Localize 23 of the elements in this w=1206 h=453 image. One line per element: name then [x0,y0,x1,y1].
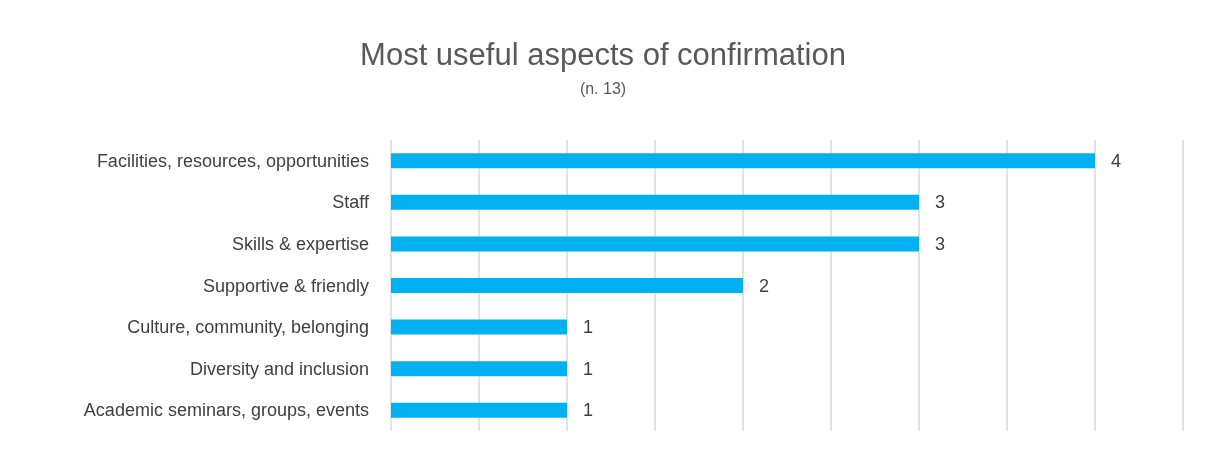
chart-subtitle: (n. 13) [579,79,627,97]
bar [391,278,743,293]
data-label: 1 [583,317,594,338]
y-tick-label: Academic seminars, groups, events [83,400,369,421]
y-tick-label: Facilities, resources, opportunities [96,150,369,171]
bar [391,361,567,377]
data-label: 3 [935,192,946,213]
y-tick-label: Diversity and inclusion [189,358,369,379]
bar [391,319,567,335]
data-label: 1 [583,400,594,421]
y-tick-label: Supportive & friendly [202,275,369,296]
data-label: 4 [1111,150,1122,171]
y-tick-label: Culture, community, belonging [127,317,369,338]
data-label: 3 [935,233,946,254]
y-tick-label: Staff [332,192,370,213]
y-tick-label: Skills & expertise [231,233,369,254]
bar [391,402,567,418]
bar [391,153,1095,169]
data-label: 1 [583,358,594,379]
data-label: 2 [759,275,770,296]
chart-title: Most useful aspects of confirmation [360,37,846,72]
bar [391,236,919,252]
bar [391,194,919,210]
